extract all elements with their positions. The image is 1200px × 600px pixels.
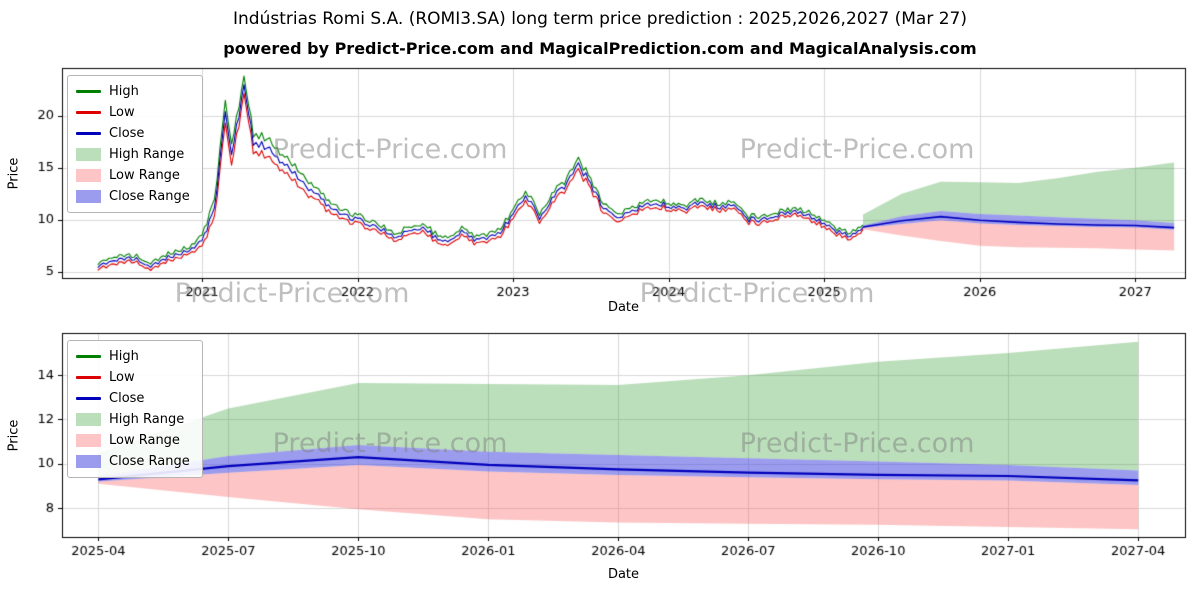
legend-label: High [109, 349, 139, 364]
legend-item-high-range: High Range [76, 144, 190, 165]
legend-item-high: High [76, 81, 190, 102]
legend-label: Close Range [109, 454, 190, 469]
high-range-swatch-icon [76, 413, 101, 426]
legend-label: High Range [109, 147, 185, 162]
chart1-y-axis-label: Price [6, 157, 22, 190]
legend-item-high-range: High Range [76, 409, 190, 430]
close-swatch-icon [76, 397, 101, 400]
low-range-swatch-icon [76, 169, 101, 182]
legend-item-close-range: Close Range [76, 186, 190, 207]
high-swatch-icon [76, 355, 101, 358]
high-range-swatch-icon [76, 148, 101, 161]
legend-label: High Range [109, 412, 185, 427]
legend-item-high: High [76, 346, 190, 367]
legend-label: Close [109, 126, 145, 141]
legend-item-low-range: Low Range [76, 165, 190, 186]
legend-item-close: Close [76, 388, 190, 409]
legend-item-close-range: Close Range [76, 451, 190, 472]
legend-label: Close Range [109, 189, 190, 204]
legend-item-low: Low [76, 102, 190, 123]
legend-label: High [109, 84, 139, 99]
close-swatch-icon [76, 132, 101, 135]
legend-label: Low Range [109, 168, 180, 183]
high-swatch-icon [76, 90, 101, 93]
legend-item-low: Low [76, 367, 190, 388]
low-range-swatch-icon [76, 434, 101, 447]
legend-label: Close [109, 391, 145, 406]
low-swatch-icon [76, 376, 101, 379]
low-swatch-icon [76, 111, 101, 114]
chart1-x-axis-label: Date [607, 300, 640, 315]
page-title: Indústrias Romi S.A. (ROMI3.SA) long ter… [232, 9, 968, 29]
chart1-legend: High Low Close High Range Low Range Close Ran… [67, 75, 203, 213]
legend-label: Low [109, 105, 135, 120]
legend-label: Low Range [109, 433, 180, 448]
chart2-x-axis-label: Date [607, 567, 640, 582]
legend-item-low-range: Low Range [76, 430, 190, 451]
legend-item-close: Close [76, 123, 190, 144]
legend-label: Low [109, 370, 135, 385]
page-subtitle: powered by Predict-Price.com and Magical… [223, 39, 977, 58]
close-range-swatch-icon [76, 455, 101, 468]
chart2-legend: High Low Close High Range Low Range Close Ran… [67, 340, 203, 478]
chart2-y-axis-label: Price [6, 419, 22, 452]
close-range-swatch-icon [76, 190, 101, 203]
